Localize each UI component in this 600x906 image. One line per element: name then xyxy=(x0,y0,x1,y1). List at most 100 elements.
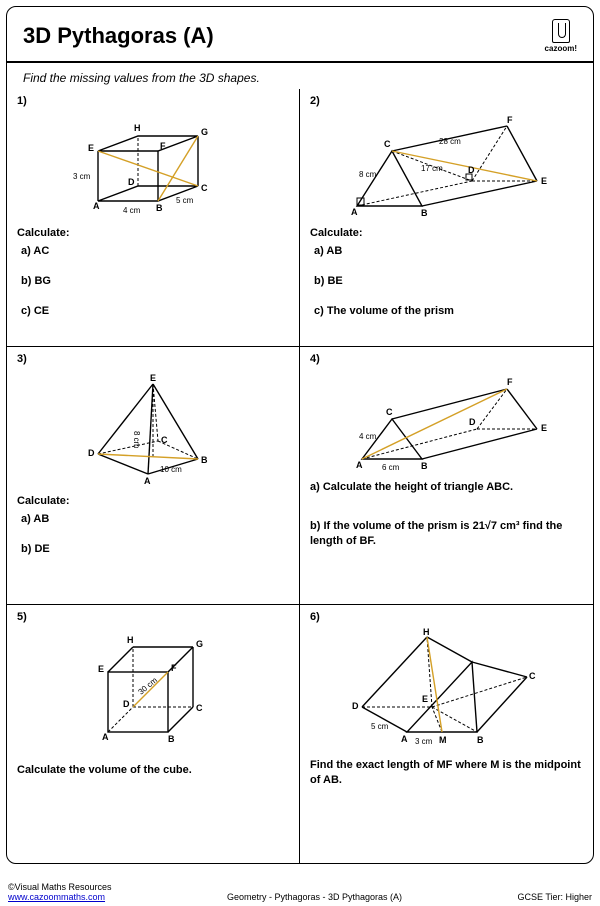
tier: GCSE Tier: Higher xyxy=(517,892,592,902)
part-b: b) DE xyxy=(21,543,289,555)
question-1: 1) A B C D xyxy=(7,89,300,347)
part-a: a) Calculate the height of triangle ABC. xyxy=(310,480,583,495)
svg-text:E: E xyxy=(150,373,156,383)
question-5: 5) A B C D xyxy=(7,605,300,863)
calculate-label: Calculate: xyxy=(310,227,583,239)
cuboid-diagram: A B C D E F G H 4 cm 5 cm 3 cm xyxy=(68,111,238,221)
svg-text:B: B xyxy=(168,734,175,744)
dim-base: 10 cm xyxy=(160,465,182,474)
question-2: 2) A B C D xyxy=(300,89,593,347)
worksheet-page: 3D Pythagoras (A) cazoom! Find the missi… xyxy=(6,6,594,864)
svg-text:H: H xyxy=(423,627,430,637)
svg-text:G: G xyxy=(201,127,208,137)
question-number: 4) xyxy=(310,353,583,365)
part-a: a) AB xyxy=(21,513,289,525)
brand-logo: cazoom! xyxy=(545,19,577,53)
svg-text:A: A xyxy=(144,476,151,486)
dim-ab: 4 cm xyxy=(123,206,141,215)
dim-diag: 30 cm xyxy=(137,675,160,696)
svg-text:C: C xyxy=(201,183,208,193)
footer: ©Visual Maths Resources www.cazoommaths.… xyxy=(8,882,592,902)
svg-text:D: D xyxy=(352,701,359,711)
page-title: 3D Pythagoras (A) xyxy=(23,23,214,49)
svg-text:B: B xyxy=(156,203,163,213)
svg-text:E: E xyxy=(422,694,428,704)
svg-text:D: D xyxy=(88,448,95,458)
svg-text:B: B xyxy=(421,461,428,471)
svg-text:F: F xyxy=(160,141,166,151)
question-number: 1) xyxy=(17,95,289,107)
calculate-label: Calculate: xyxy=(17,495,289,507)
prompt: Calculate the volume of the cube. xyxy=(17,763,289,778)
svg-text:C: C xyxy=(386,407,393,417)
svg-text:D: D xyxy=(123,699,130,709)
svg-text:C: C xyxy=(529,671,536,681)
svg-text:C: C xyxy=(196,703,203,713)
dim-ac: 4 cm xyxy=(359,432,377,441)
question-6: 6) A B xyxy=(300,605,593,863)
svg-text:E: E xyxy=(541,176,547,186)
question-number: 6) xyxy=(310,611,583,623)
dim-am: 3 cm xyxy=(415,737,433,746)
svg-text:A: A xyxy=(351,207,358,217)
svg-text:B: B xyxy=(421,208,428,218)
prism-diagram: A B C D E F 8 cm 17 cm 28 cm xyxy=(337,111,557,221)
question-4: 4) A B C D E F xyxy=(300,347,593,605)
brand-text: cazoom! xyxy=(545,44,577,53)
svg-text:D: D xyxy=(128,177,135,187)
copyright: ©Visual Maths Resources xyxy=(8,882,112,892)
svg-text:E: E xyxy=(541,423,547,433)
part-b: b) BG xyxy=(21,275,289,287)
svg-text:H: H xyxy=(127,635,134,645)
prism-diagram: A B C D E F 4 cm 6 cm xyxy=(342,369,552,474)
svg-text:A: A xyxy=(93,201,100,211)
svg-text:F: F xyxy=(507,377,513,387)
svg-text:E: E xyxy=(98,664,104,674)
dim-ae: 3 cm xyxy=(73,172,91,181)
prism-diagram: A B C D E H M 5 cm 3 cm xyxy=(347,627,547,752)
part-b: b) BE xyxy=(314,275,583,287)
part-a: a) AB xyxy=(314,245,583,257)
dim-bc: 5 cm xyxy=(176,196,194,205)
dim-ad: 5 cm xyxy=(371,722,389,731)
part-c: c) CE xyxy=(21,305,289,317)
question-number: 5) xyxy=(17,611,289,623)
svg-text:F: F xyxy=(507,115,513,125)
question-number: 3) xyxy=(17,353,289,365)
svg-text:B: B xyxy=(477,735,484,745)
svg-text:A: A xyxy=(356,460,363,470)
pyramid-diagram: A B C D E 8 cm 10 cm xyxy=(78,369,228,489)
cube-diagram: A B C D E F G H 30 cm xyxy=(83,627,223,757)
footer-link[interactable]: www.cazoommaths.com xyxy=(8,892,105,902)
svg-text:F: F xyxy=(171,663,177,673)
part-b: b) If the volume of the prism is 21√7 cm… xyxy=(310,519,583,549)
logo-icon xyxy=(552,19,570,43)
question-grid: 1) A B C D xyxy=(7,89,593,863)
part-a: a) AC xyxy=(21,245,289,257)
svg-text:A: A xyxy=(401,734,408,744)
svg-text:D: D xyxy=(468,165,475,175)
svg-text:C: C xyxy=(161,435,168,445)
breadcrumb: Geometry - Pythagoras - 3D Pythagoras (A… xyxy=(227,892,402,902)
svg-text:G: G xyxy=(196,639,203,649)
svg-text:H: H xyxy=(134,123,141,133)
svg-text:M: M xyxy=(439,735,447,745)
instruction-text: Find the missing values from the 3D shap… xyxy=(7,63,593,89)
dim-ab: 6 cm xyxy=(382,463,400,472)
question-3: 3) A B C D xyxy=(7,347,300,605)
svg-text:C: C xyxy=(384,139,391,149)
svg-text:A: A xyxy=(102,732,109,742)
svg-text:E: E xyxy=(88,143,94,153)
prompt: Find the exact length of MF where M is t… xyxy=(310,758,583,788)
part-c: c) The volume of the prism xyxy=(314,305,583,317)
svg-text:D: D xyxy=(469,417,476,427)
footer-left: ©Visual Maths Resources www.cazoommaths.… xyxy=(8,882,112,902)
calculate-label: Calculate: xyxy=(17,227,289,239)
dim-height: 8 cm xyxy=(132,431,141,449)
dim-cf: 28 cm xyxy=(439,137,461,146)
dim-ac: 8 cm xyxy=(359,170,377,179)
question-number: 2) xyxy=(310,95,583,107)
header: 3D Pythagoras (A) cazoom! xyxy=(7,7,593,63)
dim-cd: 17 cm xyxy=(421,164,443,173)
svg-text:B: B xyxy=(201,455,208,465)
